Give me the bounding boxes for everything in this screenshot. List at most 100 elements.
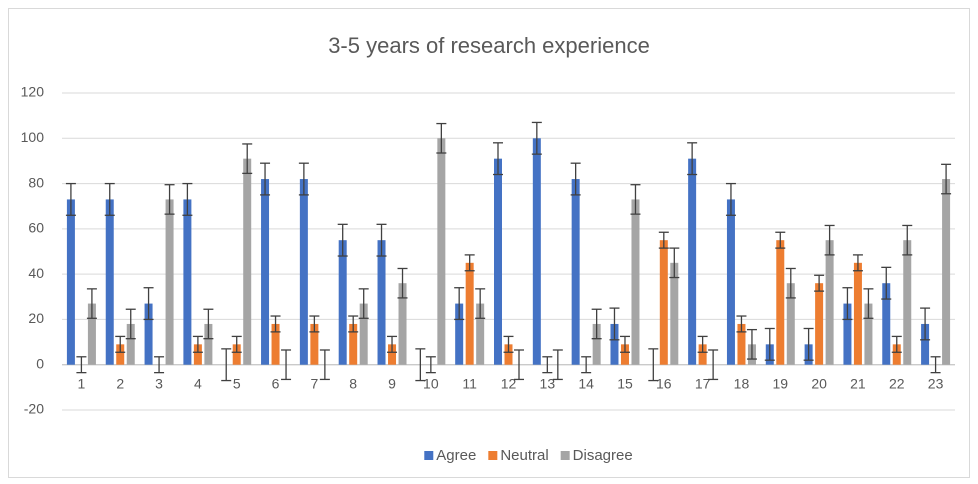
y-tick-label: 100	[21, 129, 45, 145]
error-bar	[570, 162, 581, 196]
x-tick-label: 16	[656, 376, 672, 392]
bar	[204, 323, 213, 365]
bar	[398, 283, 407, 365]
bar	[388, 344, 397, 365]
error-bar	[503, 335, 514, 353]
bar	[261, 179, 270, 365]
x-tick-label: 12	[501, 376, 517, 392]
error-bar	[736, 315, 747, 333]
error-bar	[425, 356, 436, 374]
bar	[571, 179, 580, 365]
error-bar	[358, 288, 369, 319]
error-bar	[803, 327, 814, 361]
x-tick-label: 2	[116, 376, 124, 392]
y-tick-label: 0	[36, 355, 44, 371]
error-bar	[348, 315, 359, 333]
x-tick-label: 14	[578, 376, 594, 392]
error-bar	[881, 266, 892, 300]
bar	[116, 344, 125, 365]
x-tick-label: 18	[734, 376, 750, 392]
error-bar	[221, 348, 232, 382]
x-tick-label: 13	[540, 376, 556, 392]
bar	[698, 344, 707, 365]
error-bar	[125, 308, 136, 340]
x-tick-label: 5	[233, 376, 241, 392]
y-tick-label: 80	[28, 174, 44, 190]
bar	[853, 262, 862, 365]
bar	[271, 323, 280, 365]
y-tick-label: -20	[24, 401, 44, 417]
error-bar	[260, 162, 271, 196]
bar	[864, 303, 873, 365]
error-bar	[65, 182, 76, 216]
bar	[359, 303, 368, 365]
error-bar	[203, 308, 214, 340]
error-bar	[814, 274, 825, 292]
legend-swatch	[560, 451, 570, 460]
error-bar	[376, 223, 387, 257]
error-bar	[464, 254, 475, 272]
error-bar	[746, 328, 757, 360]
bar	[476, 303, 485, 365]
error-bar	[270, 315, 281, 333]
x-tick-label: 20	[811, 376, 827, 392]
bar	[105, 199, 114, 365]
x-tick-label: 19	[772, 376, 788, 392]
bar	[659, 240, 668, 365]
error-bar	[242, 143, 253, 175]
error-bar	[920, 307, 931, 341]
bar	[299, 179, 308, 365]
error-bar	[182, 182, 193, 216]
legend-swatch	[424, 451, 434, 460]
error-bar	[387, 335, 398, 353]
bar	[243, 158, 252, 365]
bar	[349, 323, 358, 365]
x-tick-label: 15	[617, 376, 633, 392]
y-tick-label: 40	[28, 265, 44, 281]
bar	[815, 283, 824, 365]
x-tick-label: 11	[462, 376, 477, 392]
error-bar	[687, 142, 698, 176]
error-bar	[891, 335, 902, 353]
x-tick-label: 8	[349, 376, 357, 392]
error-bar	[542, 356, 553, 374]
error-bar	[493, 142, 503, 176]
error-bar	[619, 335, 630, 353]
bar	[688, 158, 697, 365]
error-bar	[697, 335, 708, 353]
bar	[494, 158, 502, 365]
error-bar	[902, 224, 913, 256]
bar	[892, 344, 901, 365]
error-bar	[115, 335, 126, 353]
error-bar	[842, 287, 853, 321]
error-bar	[319, 349, 330, 381]
bar	[942, 179, 951, 365]
x-tick-label: 22	[889, 376, 905, 392]
error-bar	[514, 349, 524, 381]
error-bar	[785, 267, 796, 299]
bar	[903, 240, 912, 365]
error-bar	[708, 349, 719, 381]
chart-title: 3-5 years of research experience	[328, 33, 650, 58]
bar	[776, 240, 785, 365]
error-bar	[76, 356, 87, 374]
bar	[610, 323, 619, 365]
error-bar	[309, 315, 320, 333]
y-tick-label: 120	[21, 84, 45, 100]
error-bar	[281, 349, 292, 381]
x-tick-label: 4	[194, 376, 202, 392]
bar	[631, 199, 640, 365]
error-bar	[941, 163, 952, 195]
x-tick-label: 17	[695, 376, 711, 392]
bar	[144, 303, 153, 365]
bar	[670, 262, 679, 365]
error-bar	[852, 254, 863, 272]
error-bar	[630, 184, 641, 215]
bar	[843, 303, 852, 365]
error-bar	[581, 356, 592, 374]
bar	[465, 262, 474, 365]
error-bar	[648, 348, 659, 382]
bar	[66, 199, 75, 365]
bar	[737, 323, 746, 365]
error-bar	[725, 182, 736, 216]
